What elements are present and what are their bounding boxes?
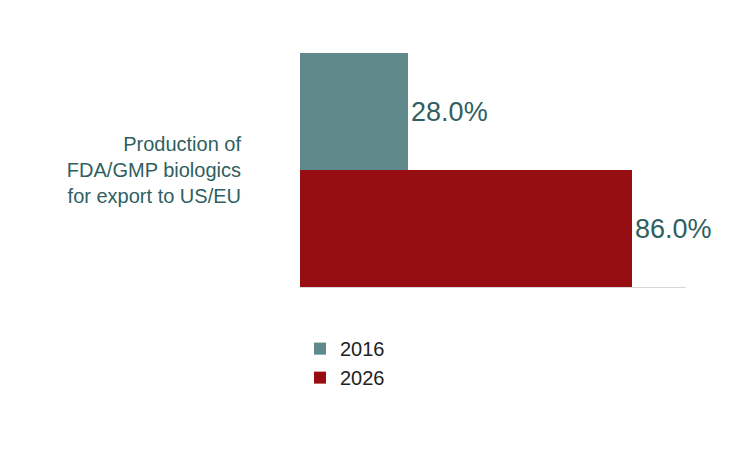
svg-text:86.0%: 86.0% [635,214,712,244]
svg-text:2026: 2026 [340,367,385,389]
svg-text:2016: 2016 [340,338,385,360]
svg-text:Production ofFDA/GMP biologics: Production ofFDA/GMP biologicsfor export… [67,133,242,207]
svg-text:28.0%: 28.0% [411,97,488,127]
